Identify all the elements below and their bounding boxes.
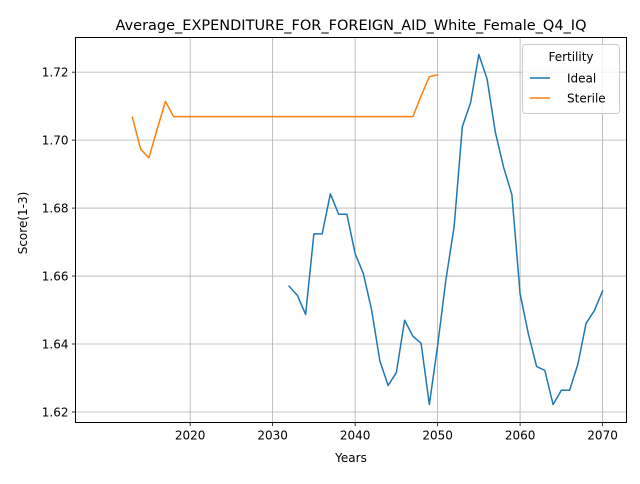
y-tick-label: 1.72	[42, 65, 69, 79]
y-tick-label: 1.64	[42, 337, 69, 351]
legend-title: Fertility	[548, 50, 593, 64]
x-tick-label: 2030	[257, 429, 288, 443]
chart-title: Average_EXPENDITURE_FOR_FOREIGN_AID_Whit…	[116, 18, 587, 34]
x-axis-label: Years	[334, 451, 367, 465]
legend-box	[522, 44, 620, 114]
y-axis-label: Score(1-3)	[16, 192, 30, 255]
x-tick-label: 2040	[340, 429, 371, 443]
legend-label-ideal: Ideal	[567, 72, 596, 86]
legend: Fertility Ideal Sterile	[522, 44, 620, 114]
series-line-ideal	[288, 53, 604, 406]
y-tick-label: 1.68	[42, 201, 69, 215]
plot-area-frame	[75, 37, 627, 423]
x-tick-label: 2050	[422, 429, 453, 443]
x-tick-label: 2060	[505, 429, 536, 443]
y-tick-label: 1.66	[42, 269, 69, 283]
legend-label-sterile: Sterile	[567, 92, 606, 106]
x-tick-label: 2070	[587, 429, 618, 443]
series-line-sterile	[131, 73, 439, 159]
series-lines	[131, 53, 604, 406]
axis-ticks: 2020 2030 2040 2050 2060 2070 1.62 1.64 1.66 1.68…	[42, 65, 618, 442]
y-tick-label: 1.70	[42, 133, 69, 147]
grid-lines	[75, 37, 627, 423]
x-tick-label: 2020	[175, 429, 206, 443]
y-tick-label: 1.62	[42, 405, 69, 419]
